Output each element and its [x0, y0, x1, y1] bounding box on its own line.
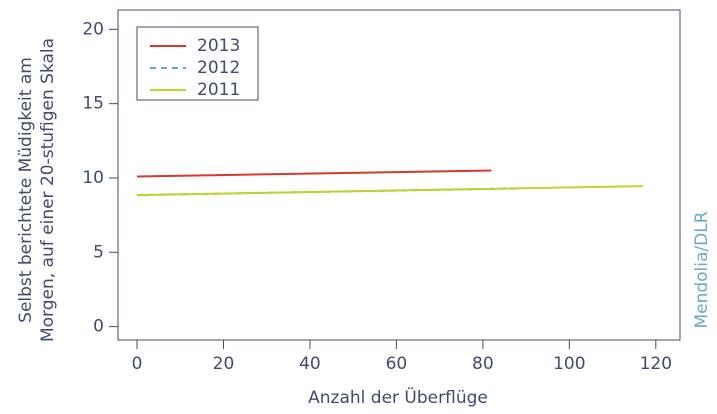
y-tick-label: 0 — [93, 317, 104, 337]
y-axis-label: Selbst berichtete Müdigkeit am — [16, 57, 36, 323]
x-axis-label: Anzahl der Überflüge — [308, 386, 488, 408]
legend-label: 2013 — [197, 36, 240, 56]
y-tick-label: 10 — [82, 168, 104, 188]
y-tick-label: 20 — [82, 19, 104, 39]
x-tick-label: 20 — [213, 354, 235, 374]
legend-label: 2011 — [197, 80, 240, 100]
x-tick-label: 100 — [553, 354, 585, 374]
series-line — [137, 185, 643, 197]
x-tick-label: 60 — [386, 354, 408, 374]
plot-frame — [117, 9, 681, 341]
x-tick-label: 40 — [299, 354, 321, 374]
x-tick-label: 120 — [640, 354, 672, 374]
credit: Mendolia/DLR — [692, 211, 712, 328]
legend-box — [136, 26, 259, 101]
x-tick-label: 80 — [472, 354, 494, 374]
y-axis-label: Morgen, auf einer 20-stufigen Skala — [38, 38, 58, 342]
y-tick-label: 5 — [93, 242, 104, 262]
series-line — [137, 169, 492, 178]
y-tick-label: 15 — [82, 94, 104, 114]
legend-label: 2012 — [197, 58, 240, 78]
x-tick-label: 0 — [132, 354, 143, 374]
